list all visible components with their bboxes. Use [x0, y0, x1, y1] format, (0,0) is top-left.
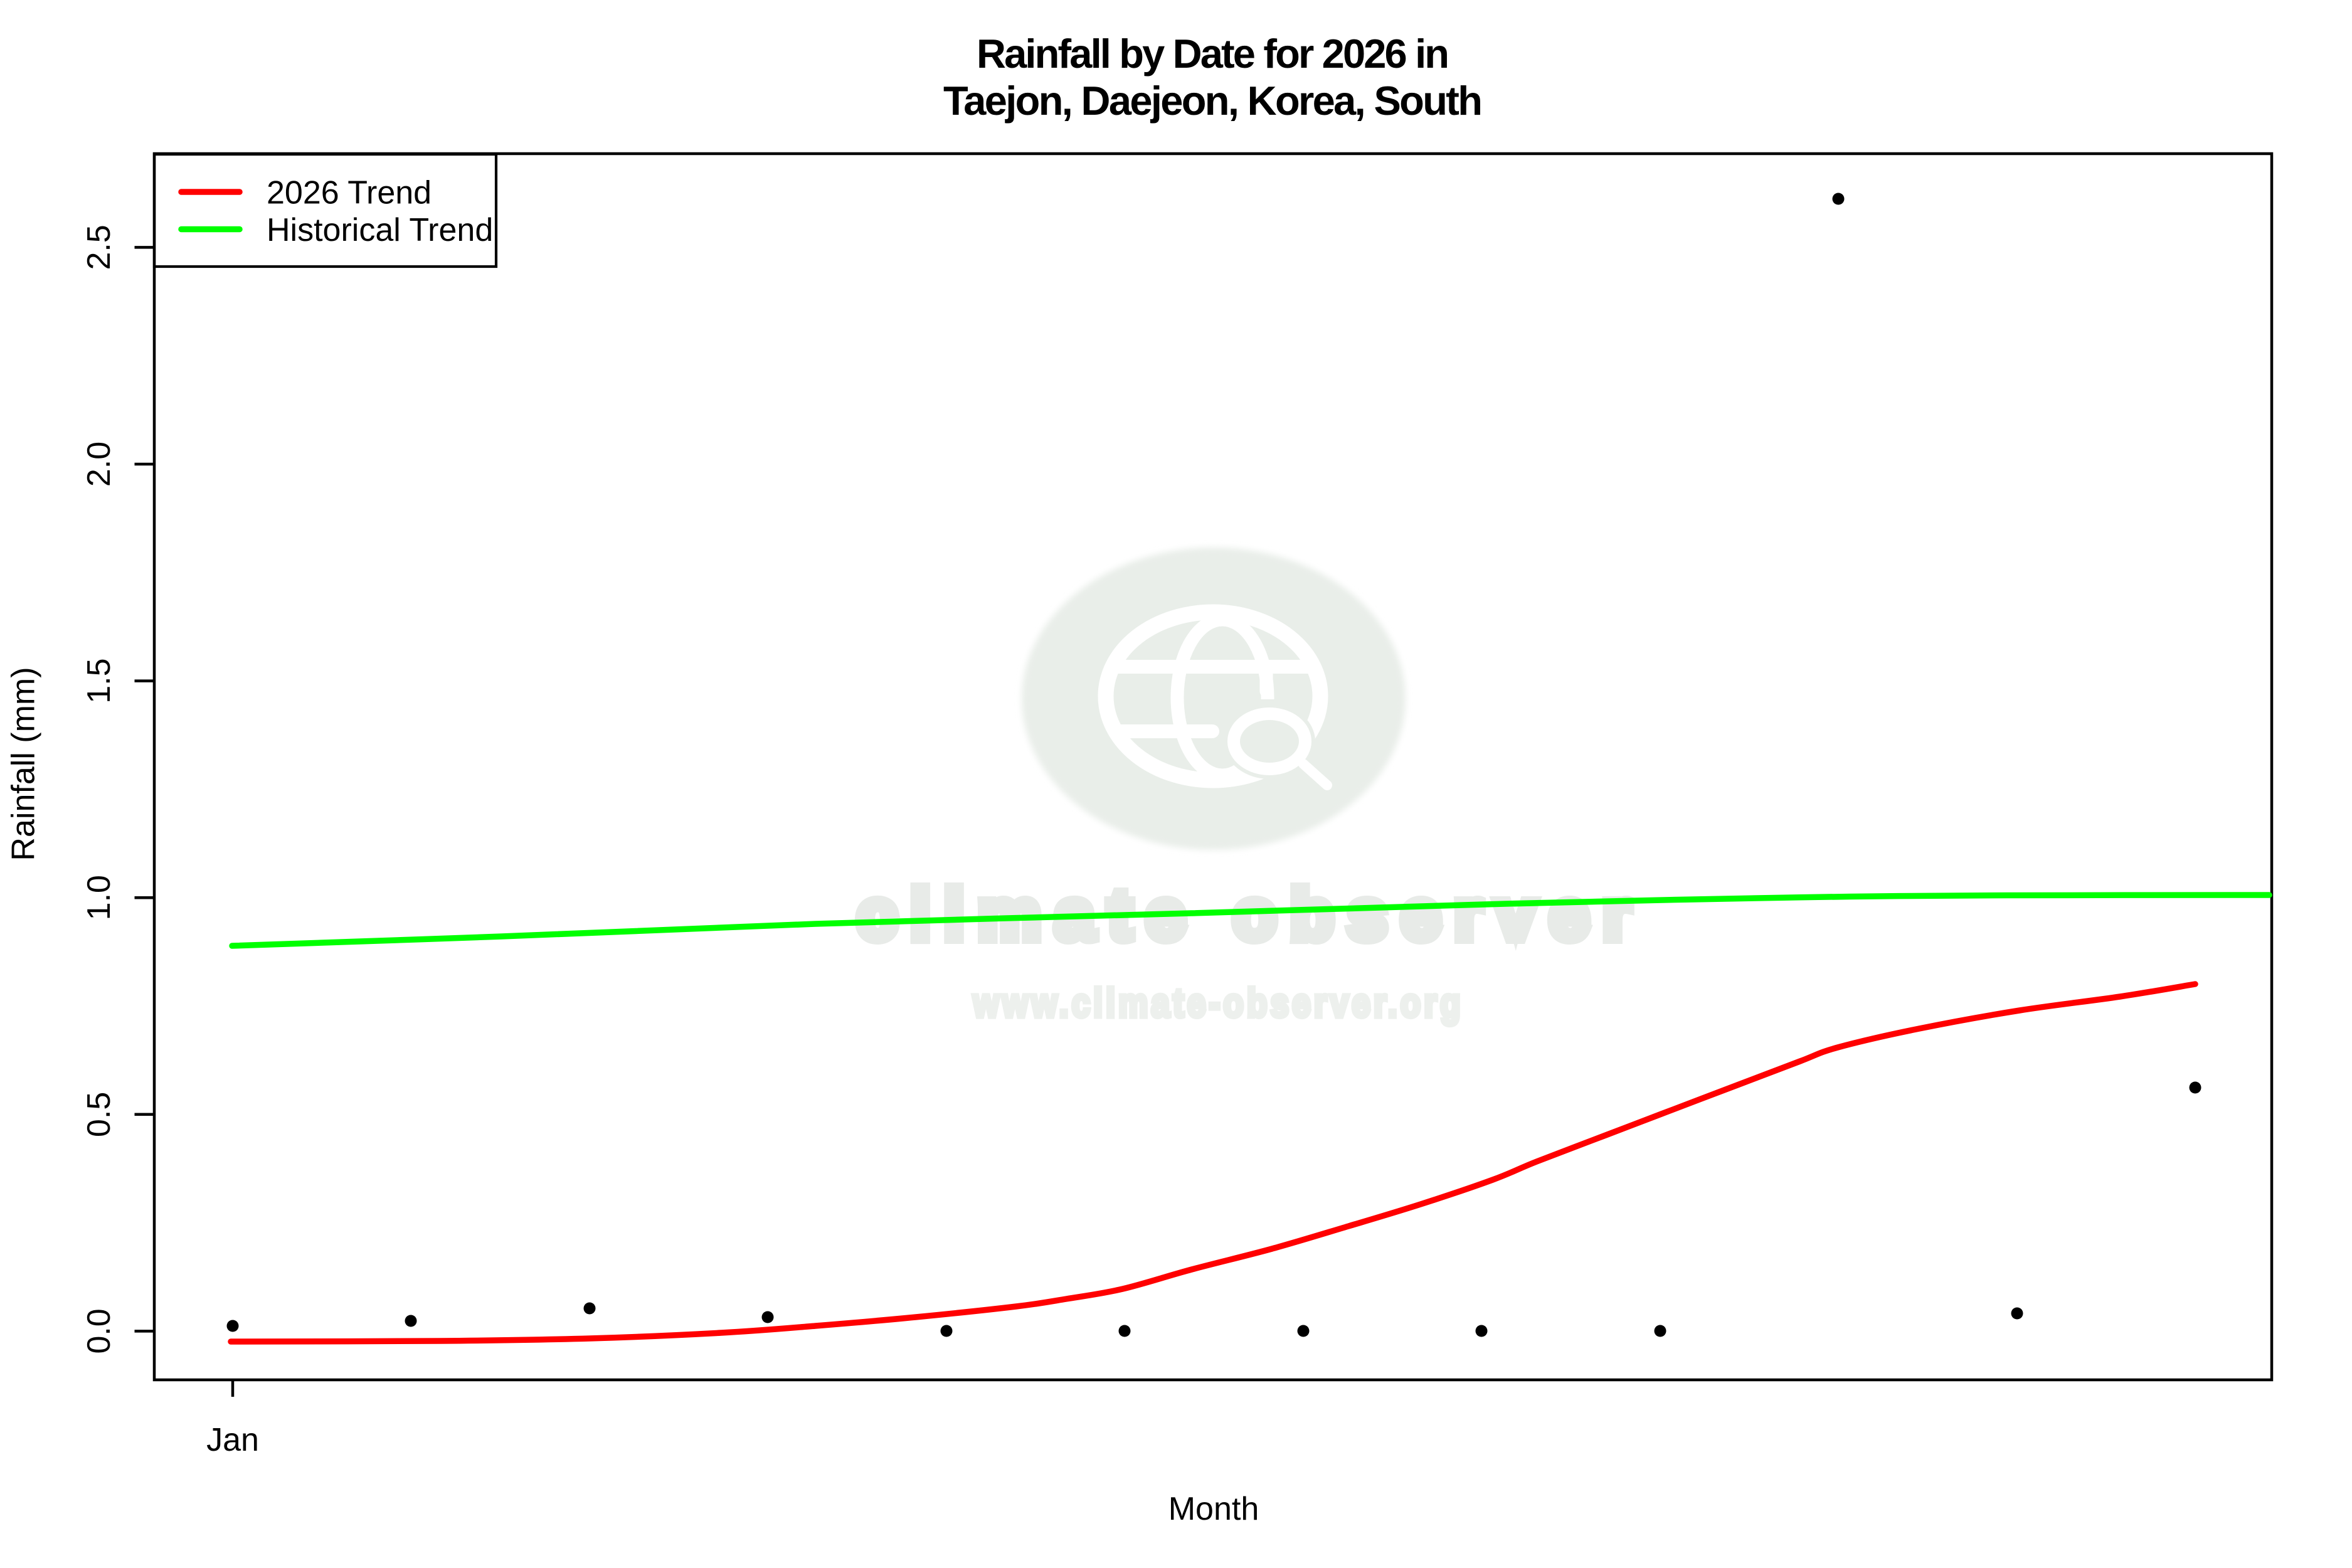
svg-text:Rainfall (mm): Rainfall (mm) — [6, 667, 42, 861]
svg-text:Historical Trend: Historical Trend — [267, 212, 493, 248]
svg-text:Taejon, Daejeon, Korea, South: Taejon, Daejeon, Korea, South — [943, 78, 1483, 124]
svg-text:2.0: 2.0 — [81, 442, 117, 487]
svg-text:1.5: 1.5 — [81, 658, 117, 703]
svg-text:Jan: Jan — [206, 1422, 259, 1458]
svg-text:Rainfall by Date for 2026 in: Rainfall by Date for 2026 in — [977, 31, 1449, 77]
svg-text:1.0: 1.0 — [81, 875, 117, 920]
svg-text:0.5: 0.5 — [81, 1092, 117, 1137]
svg-text:2026 Trend: 2026 Trend — [267, 175, 432, 211]
svg-text:www.climate-observer.org: www.climate-observer.org — [973, 982, 1461, 1026]
svg-text:2.5: 2.5 — [81, 225, 117, 270]
svg-text:0.0: 0.0 — [81, 1308, 117, 1353]
svg-text:Month: Month — [1168, 1491, 1259, 1527]
